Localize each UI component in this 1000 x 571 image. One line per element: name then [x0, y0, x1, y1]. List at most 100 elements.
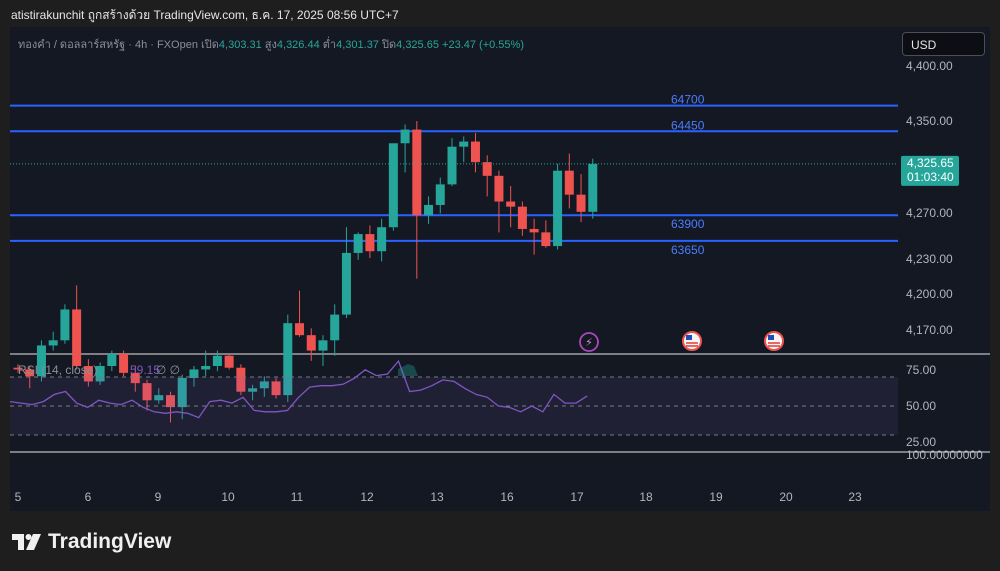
candle-body — [564, 170, 574, 195]
rsi-tick-label: 50.00 — [906, 399, 936, 413]
candle-body — [529, 228, 539, 233]
change-value: +23.47 (+0.55%) — [442, 39, 524, 51]
tradingview-logo-icon — [12, 534, 41, 551]
candle-body — [236, 367, 246, 392]
low-value: 4,301.37 — [336, 39, 379, 51]
last-price-value: 4,325.65 — [907, 156, 954, 170]
rsi-line — [9, 359, 588, 419]
time-tick-label: 5 — [15, 490, 22, 504]
candle-body — [177, 378, 187, 408]
candle-body — [482, 162, 492, 176]
candle-body — [341, 252, 351, 315]
close-value: 4,325.65 — [396, 39, 439, 51]
rsi-tick-label: 25.00 — [906, 435, 936, 449]
price-tick-label: 4,270.00 — [906, 206, 953, 220]
candle-body — [318, 340, 328, 351]
close-label: ปิด — [382, 39, 397, 51]
candle-body — [494, 175, 504, 202]
level-label: 63900 — [671, 217, 705, 231]
time-tick-label: 23 — [848, 490, 862, 504]
candle-body — [48, 340, 58, 346]
time-tick-label: 12 — [360, 490, 374, 504]
candle-body — [588, 163, 598, 212]
candle-body — [165, 395, 175, 408]
candle-body — [306, 335, 316, 351]
price-tick-label: 4,200.00 — [906, 287, 953, 301]
candle-body — [424, 204, 434, 216]
open-value: 4,303.31 — [218, 39, 262, 51]
event-icons: ⚡ — [579, 331, 784, 352]
chart-panel[interactable] — [10, 27, 990, 511]
candle-body — [36, 345, 46, 377]
candle-body — [400, 129, 410, 144]
lightning-event-glyph: ⚡ — [585, 336, 593, 349]
time-tick-label: 6 — [85, 490, 92, 504]
time-tick-label: 16 — [500, 490, 514, 504]
symbol-title: ทองคำ / ดอลลาร์สหรัฐ · 4h · FXOpen — [18, 39, 198, 51]
candle-body — [388, 143, 398, 228]
candle-body — [541, 232, 551, 247]
rsi-extra: ∅ ∅ — [156, 363, 180, 377]
pane-borders — [10, 353, 990, 453]
low-label: ต่ำ — [322, 39, 337, 51]
tradingview-brand: TradingView — [12, 530, 171, 554]
open-label: เปิด — [201, 39, 219, 51]
candle-body — [435, 184, 445, 205]
candle-body — [506, 201, 516, 207]
candle-body — [377, 227, 387, 252]
candle-body — [72, 309, 82, 367]
candle-body — [60, 309, 70, 341]
rsi-tick-label: 100.00000000 — [906, 448, 983, 462]
us-flag-event-icon — [682, 331, 702, 351]
candle-body — [459, 141, 469, 147]
price-tick-label: 4,350.00 — [906, 114, 953, 128]
candle-body — [330, 314, 340, 341]
price-tick-label: 4,230.00 — [906, 252, 953, 266]
time-tick-label: 11 — [291, 490, 304, 504]
high-value: 4,326.44 — [276, 39, 320, 51]
level-label: 64450 — [671, 118, 705, 132]
candle-body — [295, 323, 305, 336]
last-price-tag — [901, 155, 959, 186]
currency-button[interactable]: USD — [902, 32, 985, 56]
time-tick-label: 19 — [709, 490, 723, 504]
candle-body — [119, 354, 129, 373]
candle-body — [142, 383, 152, 401]
candle-body — [107, 354, 117, 367]
candle-body — [248, 388, 258, 392]
candle-body — [470, 141, 480, 163]
last-price-countdown: 01:03:40 — [907, 170, 954, 184]
time-tick-label: 9 — [155, 490, 162, 504]
high-label: สูง — [264, 39, 277, 51]
candle-body — [212, 355, 222, 367]
level-label: 63650 — [671, 243, 705, 257]
symbol-legend[interactable]: ทองคำ / ดอลลาร์สหรัฐ · 4h · FXOpen เปิด4… — [18, 35, 524, 53]
candle-body — [271, 381, 281, 396]
candle-body — [25, 369, 35, 377]
candle-body — [224, 355, 234, 368]
export-caption: atistirakunchit ถูกสร้างด้วย TradingView… — [11, 8, 399, 22]
candle-body — [576, 194, 586, 212]
rsi-value: 59.15 — [130, 363, 160, 377]
us-flag-canton — [768, 335, 774, 340]
us-flag-event-icon — [764, 331, 784, 351]
horizontal-levels: 64700 64450 63900 63650 — [10, 93, 898, 257]
rsi-title: RSI (14, close) — [18, 363, 97, 377]
rsi-tick-label: 75.00 — [906, 363, 936, 377]
candle-body — [189, 369, 199, 378]
candle-body — [201, 366, 211, 370]
price-tick-label: 4,170.00 — [906, 323, 953, 337]
candle-body — [154, 395, 164, 401]
candle-body — [283, 323, 293, 396]
candle-body — [259, 381, 269, 389]
candle-body — [130, 372, 140, 384]
time-tick-label: 13 — [430, 490, 444, 504]
candle-body — [83, 366, 93, 382]
candles — [13, 121, 598, 423]
candle-body — [553, 170, 563, 247]
candle-body — [365, 234, 375, 252]
time-axis: 5 6 9 10 11 12 13 16 17 18 19 20 23 — [15, 490, 862, 504]
price-axis: 4,400.00 4,350.00 4,270.00 4,230.00 4,200.00… — [906, 59, 953, 337]
brand-name: TradingView — [48, 530, 172, 553]
